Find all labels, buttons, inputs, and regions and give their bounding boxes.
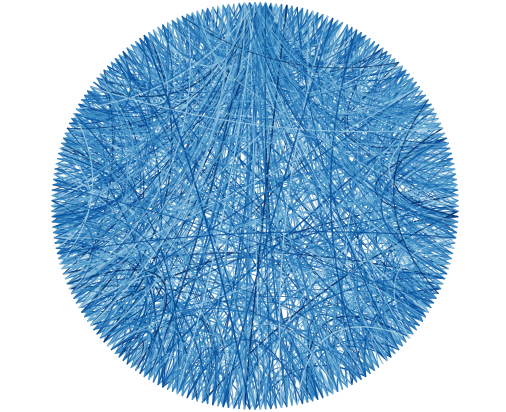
chord-edges-group	[52, 3, 458, 409]
